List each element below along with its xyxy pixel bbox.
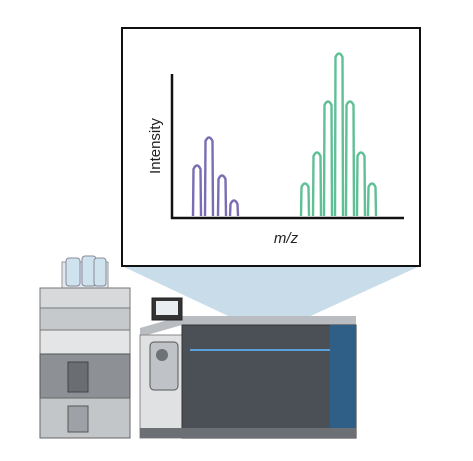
peak bbox=[366, 182, 378, 217]
knob bbox=[156, 349, 168, 361]
ms-side bbox=[330, 325, 356, 438]
peak bbox=[322, 100, 334, 217]
screen-display bbox=[156, 301, 178, 315]
ion-source bbox=[149, 341, 179, 391]
peak bbox=[311, 151, 323, 217]
peak bbox=[333, 52, 345, 217]
module bbox=[39, 287, 131, 309]
ms-body bbox=[181, 324, 357, 439]
x-axis-label: m/z bbox=[274, 230, 299, 247]
peak bbox=[355, 151, 367, 217]
hplc-stack bbox=[39, 255, 131, 439]
bottle bbox=[65, 257, 81, 287]
peak bbox=[299, 182, 311, 217]
bottle bbox=[93, 257, 107, 287]
peak bbox=[203, 136, 215, 217]
ms-base bbox=[140, 428, 356, 438]
ms-top bbox=[140, 316, 356, 337]
inset-frame bbox=[121, 27, 421, 267]
module bbox=[39, 307, 131, 331]
peak bbox=[344, 100, 356, 217]
y-axis-label: Intensity bbox=[147, 118, 164, 174]
peak bbox=[216, 174, 228, 217]
projection bbox=[122, 266, 420, 330]
peak bbox=[228, 199, 240, 217]
panel bbox=[67, 405, 89, 433]
peaks bbox=[191, 52, 378, 217]
module bbox=[39, 329, 131, 355]
mass-spectrometer bbox=[139, 297, 357, 439]
panel bbox=[67, 361, 89, 393]
peak bbox=[191, 164, 203, 217]
